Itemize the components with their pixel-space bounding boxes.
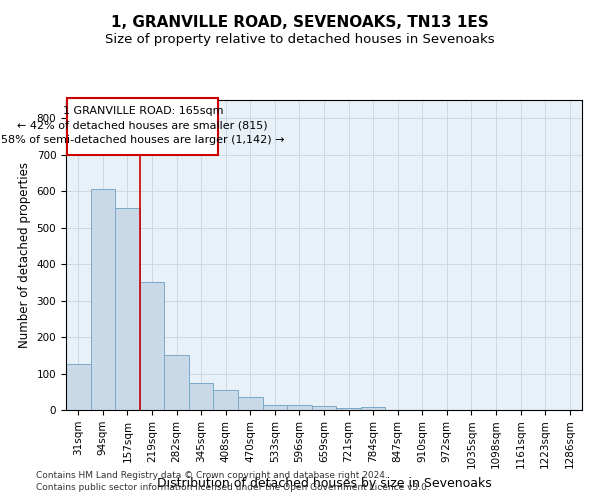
Bar — [238, 397, 263, 410]
Bar — [140, 282, 164, 410]
Y-axis label: Number of detached properties: Number of detached properties — [18, 162, 31, 348]
X-axis label: Distribution of detached houses by size in Sevenoaks: Distribution of detached houses by size … — [157, 477, 491, 490]
Text: Contains HM Land Registry data © Crown copyright and database right 2024.: Contains HM Land Registry data © Crown c… — [36, 471, 388, 480]
Bar — [312, 406, 336, 410]
Bar — [115, 208, 140, 410]
Bar — [66, 364, 91, 410]
Text: Size of property relative to detached houses in Sevenoaks: Size of property relative to detached ho… — [105, 32, 495, 46]
Text: 58% of semi-detached houses are larger (1,142) →: 58% of semi-detached houses are larger (… — [1, 135, 284, 145]
Bar — [189, 382, 214, 410]
FancyBboxPatch shape — [67, 98, 218, 154]
Bar — [287, 406, 312, 410]
Bar — [361, 407, 385, 410]
Bar — [214, 390, 238, 410]
Bar — [336, 408, 361, 410]
Text: 1 GRANVILLE ROAD: 165sqm: 1 GRANVILLE ROAD: 165sqm — [62, 106, 223, 116]
Text: 1, GRANVILLE ROAD, SEVENOAKS, TN13 1ES: 1, GRANVILLE ROAD, SEVENOAKS, TN13 1ES — [111, 15, 489, 30]
Text: Contains public sector information licensed under the Open Government Licence v3: Contains public sector information licen… — [36, 484, 430, 492]
Bar — [164, 356, 189, 410]
Text: ← 42% of detached houses are smaller (815): ← 42% of detached houses are smaller (81… — [17, 120, 268, 130]
Bar — [91, 190, 115, 410]
Bar — [263, 404, 287, 410]
